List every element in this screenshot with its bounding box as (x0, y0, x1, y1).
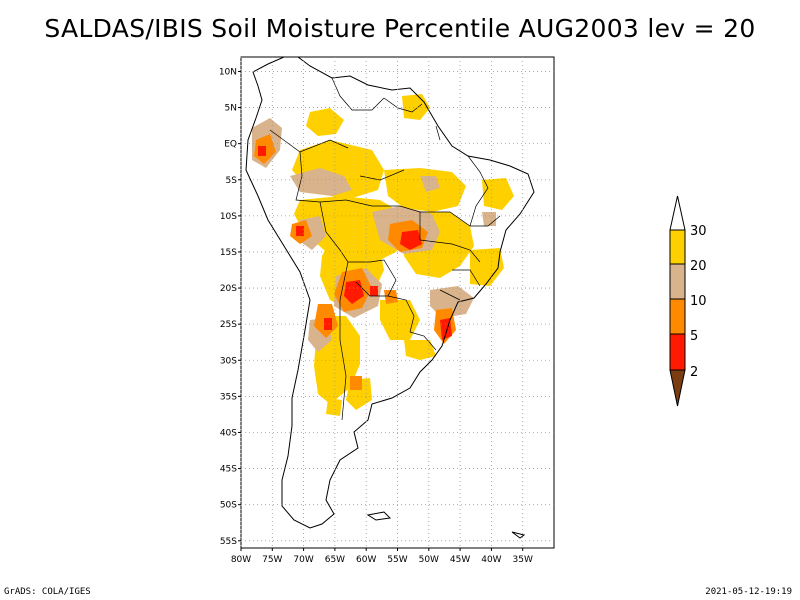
lat-label: 35S (220, 392, 237, 402)
colorbar-segment-10-20 (669, 263, 686, 300)
colorbar-label-30: 30 (690, 224, 707, 239)
lat-label: 45S (220, 465, 237, 475)
colorbar: 30 20 10 5 2 (669, 195, 707, 407)
lon-label: 75W (262, 555, 282, 565)
lat-label: 25S (220, 320, 237, 330)
latitude-labels: 10N 5N EQ 5S 10S 15S 20S 25S 30S 35S 40S 45S 50S 55S (219, 67, 241, 547)
lat-label: 5N (225, 104, 237, 114)
lat-label: 50S (220, 501, 237, 511)
colorbar-label-20: 20 (690, 259, 707, 274)
colorbar-label-5: 5 (690, 329, 698, 344)
lat-label: 55S (220, 537, 237, 547)
colorbar-segment-5-10 (669, 298, 686, 335)
lon-label: 60W (356, 555, 376, 565)
country-borders (269, 77, 501, 421)
lat-label: 5S (226, 176, 238, 186)
colorbar-arrow-bottom (669, 369, 686, 407)
lat-label: EQ (224, 140, 237, 150)
longitude-labels: 80W 75W 70W 65W 60W 55W 50W 45W 40W 35W (231, 548, 533, 565)
timestamp: 2021-05-12-19:19 (705, 587, 792, 597)
lon-label: 65W (325, 555, 345, 565)
lon-label: 50W (419, 555, 439, 565)
lon-label: 35W (513, 555, 533, 565)
lat-label: 10N (219, 67, 237, 77)
lat-label: 30S (220, 356, 237, 366)
lon-label: 55W (387, 555, 407, 565)
colorbar-segment-20-30 (669, 229, 686, 265)
colorbar-label-2: 2 (690, 365, 698, 380)
lat-lon-grid (240, 57, 554, 548)
lat-label: 40S (220, 428, 237, 438)
lon-label: 70W (293, 555, 313, 565)
percentile-shading (252, 94, 514, 416)
grads-credit: GrADS: COLA/IGES (4, 587, 91, 597)
lon-label: 40W (481, 555, 501, 565)
lat-label: 10S (220, 212, 237, 222)
map-title: SALDAS/IBIS Soil Moisture Percentile AUG… (44, 14, 756, 43)
lon-label: 80W (231, 555, 251, 565)
colorbar-arrow-top (669, 195, 686, 231)
lat-label: 20S (220, 284, 237, 294)
colorbar-segment-2-5 (669, 333, 686, 371)
lon-label: 45W (450, 555, 470, 565)
shading-2-5 (258, 146, 452, 340)
coastline (245, 57, 535, 539)
colorbar-label-10: 10 (690, 294, 707, 309)
lat-label: 15S (220, 248, 237, 258)
